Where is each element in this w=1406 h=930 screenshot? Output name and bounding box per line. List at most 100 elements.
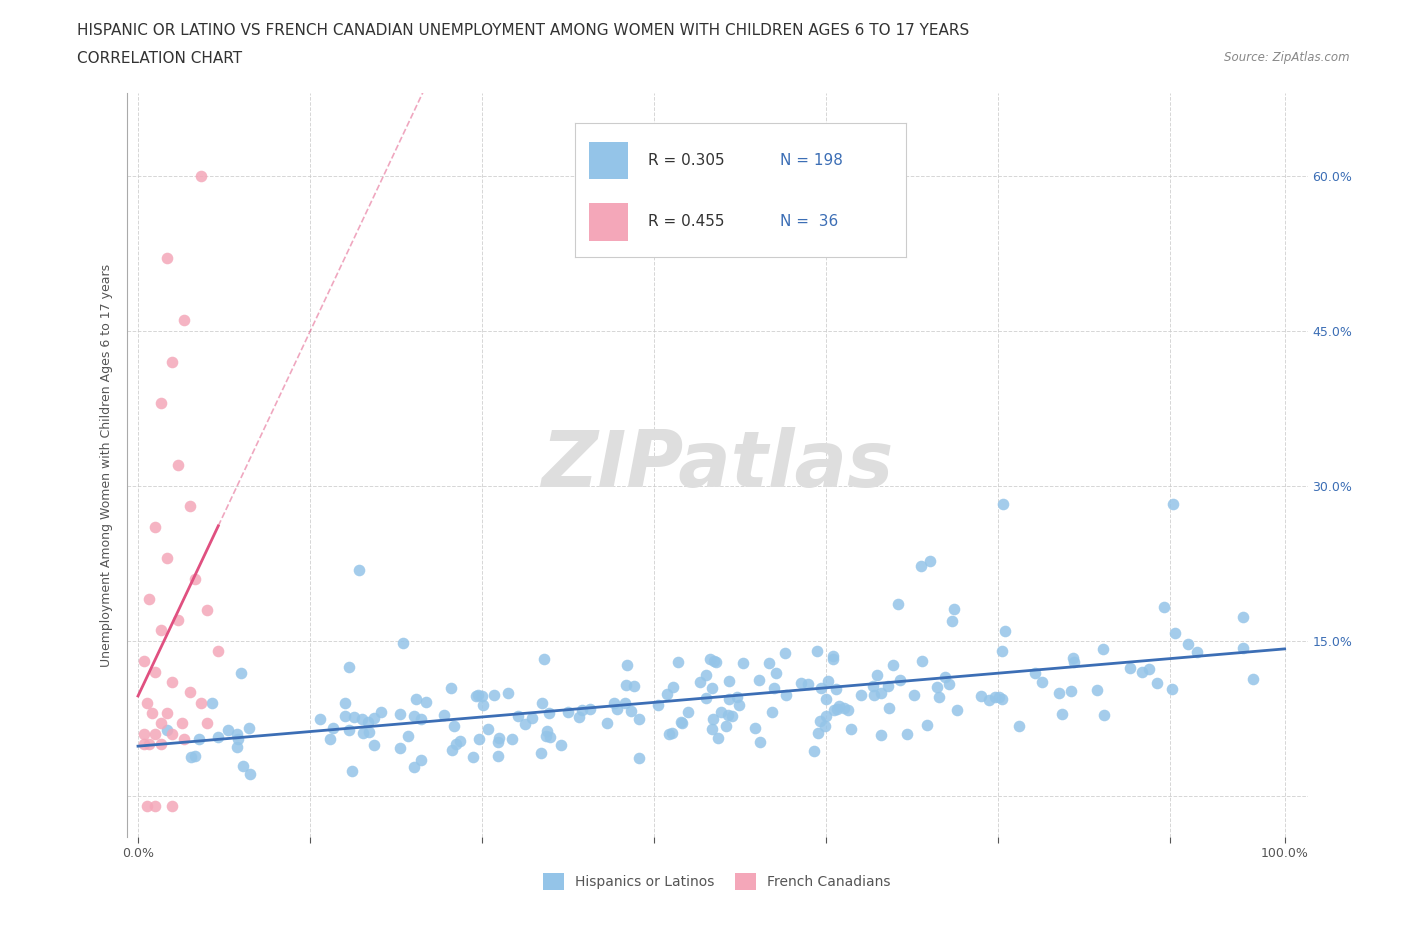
Point (1008, 718, 1031, 733)
Point (149, 737, 172, 751)
Point (363, 711, 385, 725)
Point (841, 722, 863, 737)
Point (1060, 684, 1083, 698)
Point (877, 679, 900, 694)
Point (319, 732, 342, 747)
Point (657, 686, 679, 701)
Point (461, 749, 484, 764)
Text: CORRELATION CHART: CORRELATION CHART (77, 51, 242, 66)
Point (149, 395, 172, 410)
Point (571, 702, 593, 717)
Point (725, 689, 748, 704)
Point (468, 732, 491, 747)
Point (915, 718, 938, 733)
Point (814, 718, 837, 733)
Point (513, 717, 536, 732)
Point (669, 714, 692, 729)
Point (614, 696, 637, 711)
Point (195, 603, 218, 618)
Point (606, 701, 628, 716)
Point (832, 701, 855, 716)
Point (579, 701, 602, 716)
Point (969, 689, 991, 704)
Point (627, 711, 650, 726)
Point (1047, 685, 1070, 700)
Point (530, 745, 553, 760)
Point (1146, 675, 1168, 690)
Point (668, 655, 690, 670)
Point (482, 687, 505, 702)
Point (623, 678, 645, 693)
Point (537, 705, 560, 720)
Point (333, 696, 356, 711)
Point (550, 737, 572, 752)
Point (825, 702, 848, 717)
Point (942, 602, 965, 617)
Point (928, 690, 950, 705)
Point (183, 749, 205, 764)
Point (991, 644, 1014, 658)
Point (938, 677, 960, 692)
Point (877, 700, 900, 715)
Point (207, 729, 229, 744)
Point (603, 696, 626, 711)
Point (695, 690, 717, 705)
Point (1137, 662, 1160, 677)
Point (661, 725, 683, 740)
Point (190, 696, 212, 711)
Point (910, 654, 932, 669)
Point (1153, 600, 1175, 615)
Point (143, 520, 166, 535)
Point (704, 655, 727, 670)
Point (671, 716, 693, 731)
Point (714, 719, 737, 734)
Point (143, 799, 166, 814)
Point (149, 716, 172, 731)
Point (402, 709, 425, 724)
Point (433, 708, 456, 723)
Point (443, 718, 465, 733)
Point (207, 644, 229, 658)
Point (132, 654, 155, 669)
Point (662, 680, 685, 695)
Point (486, 735, 509, 750)
Point (887, 596, 910, 611)
Point (700, 722, 723, 737)
Point (143, 726, 166, 741)
Point (156, 706, 179, 721)
Point (1092, 641, 1115, 656)
Point (748, 672, 770, 687)
Point (991, 497, 1014, 512)
Point (179, 684, 201, 699)
Point (925, 680, 948, 695)
Point (744, 721, 766, 736)
Point (138, 737, 160, 751)
Point (821, 652, 844, 667)
Point (658, 727, 681, 742)
Point (533, 651, 555, 666)
Point (616, 658, 638, 672)
Point (808, 713, 831, 728)
Point (352, 711, 374, 726)
Point (620, 703, 643, 718)
Point (1232, 609, 1254, 624)
Point (616, 678, 638, 693)
Point (851, 687, 873, 702)
Point (903, 687, 925, 702)
Point (156, 551, 179, 565)
Point (941, 614, 963, 629)
Text: ZIPatlas: ZIPatlas (541, 427, 893, 503)
Point (173, 312, 195, 327)
Point (217, 723, 239, 737)
Point (149, 623, 172, 638)
Point (536, 724, 558, 738)
Point (758, 656, 780, 671)
Point (1092, 708, 1115, 723)
Point (700, 680, 723, 695)
Point (918, 553, 941, 568)
Point (761, 705, 783, 720)
Point (538, 730, 561, 745)
Point (987, 689, 1010, 704)
Point (803, 744, 825, 759)
Point (534, 728, 557, 743)
